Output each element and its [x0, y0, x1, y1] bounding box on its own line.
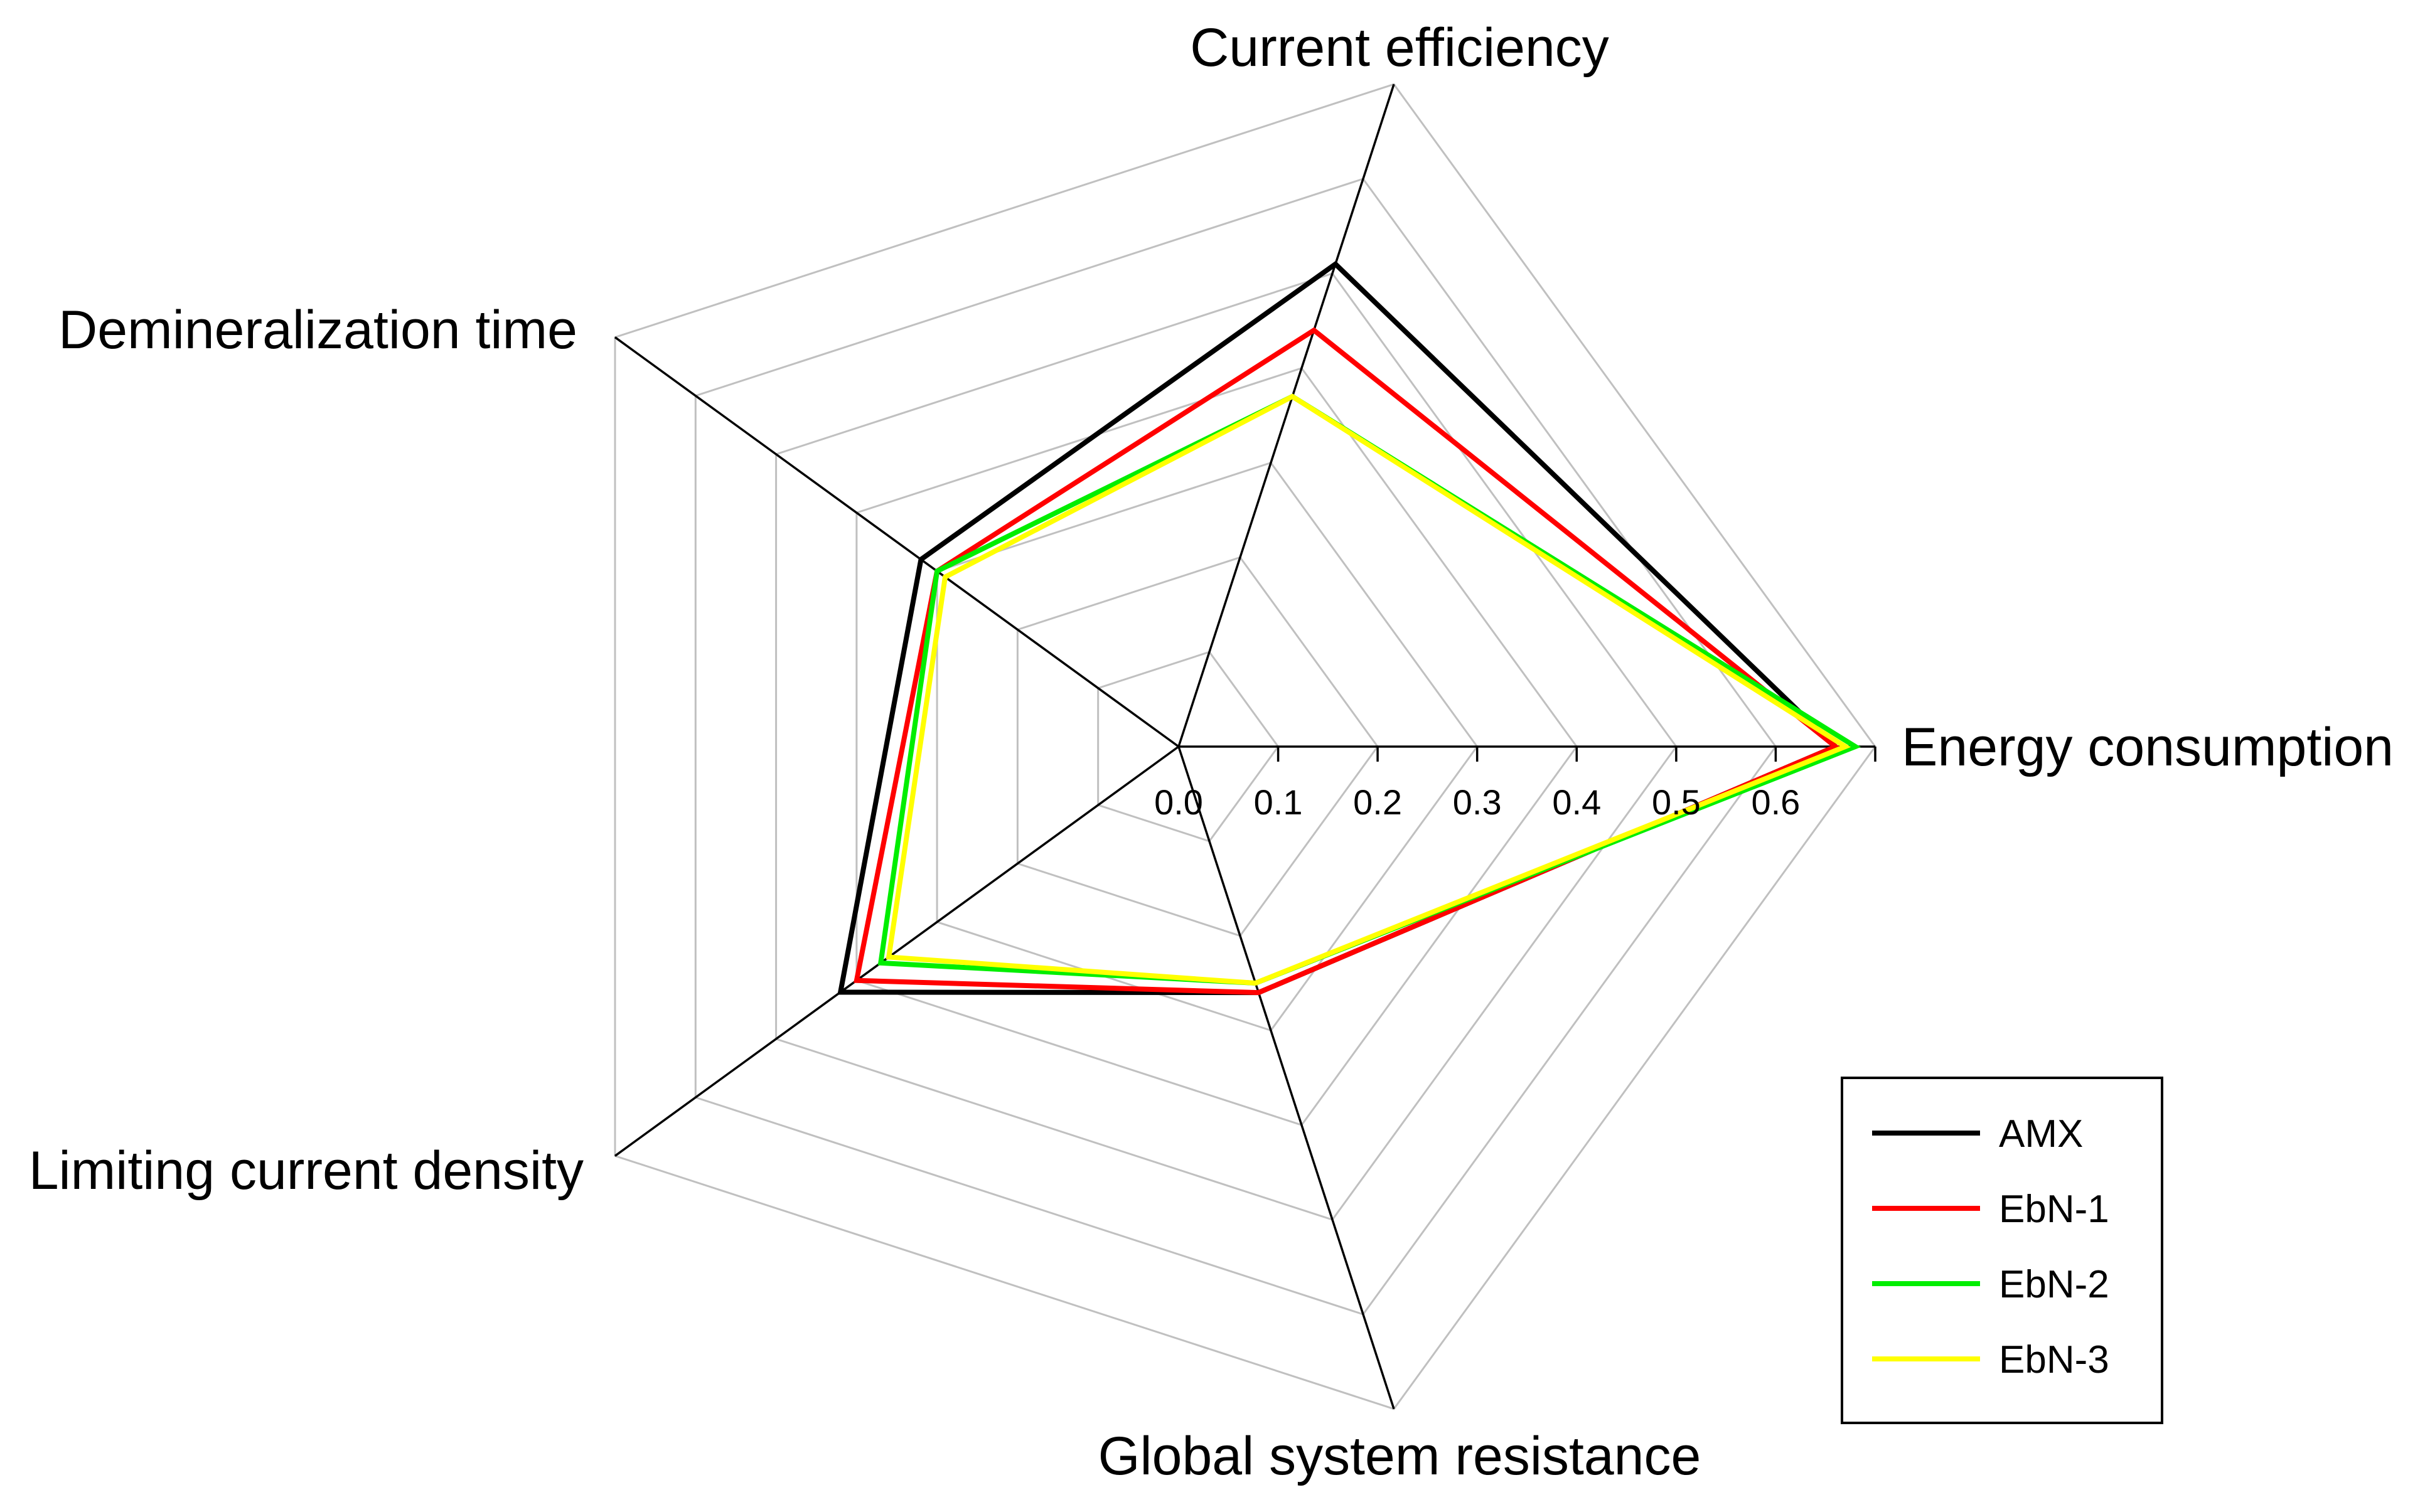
legend: AMX EbN-1 EbN-2 EbN-3 — [1841, 1077, 2163, 1424]
legend-label-ebn-3: EbN-3 — [1999, 1338, 2109, 1382]
series-ebn-3-line — [886, 393, 1851, 986]
tick-label-3: 0.3 — [1453, 782, 1502, 822]
tick-label-4: 0.4 — [1552, 782, 1601, 822]
grid-ring-1 — [1097, 651, 1280, 843]
legend-label-amx: AMX — [1999, 1112, 2083, 1156]
grid-ring-2 — [1016, 556, 1379, 937]
tick-label-2: 0.2 — [1353, 782, 1402, 822]
axis-label-4: Limiting current density — [29, 1141, 584, 1201]
axis-spoke-4 — [614, 336, 1180, 748]
axis-spoke-3 — [614, 745, 1180, 1157]
axis-spoke-5 — [1177, 83, 1395, 747]
axis-label-2: Current efficiency — [1190, 18, 1609, 78]
legend-label-ebn-2: EbN-2 — [1999, 1263, 2109, 1306]
axis-label-5: Global system resistance — [1098, 1426, 1701, 1486]
tick-label-0: 0.0 — [1154, 782, 1203, 822]
grid-ring-7 — [614, 83, 1876, 1410]
axis-spoke-2 — [1177, 746, 1395, 1410]
axis-label-1: Energy consumption — [1902, 717, 2394, 777]
series-layer — [837, 260, 1861, 996]
grid-ring-6 — [694, 178, 1777, 1316]
tick-label-6: 0.6 — [1751, 782, 1800, 822]
grid-ring-5 — [775, 272, 1678, 1221]
axes-layer — [614, 83, 1876, 1410]
series-ebn-1-line — [854, 327, 1841, 996]
legend-label-ebn-1: EbN-1 — [1999, 1188, 2109, 1231]
ticks-layer: 0.0 0.1 0.2 0.3 0.4 0.5 0.6 — [1154, 782, 1800, 822]
tick-label-1: 0.1 — [1254, 782, 1303, 822]
axis-label-3: Demineralization time — [58, 300, 577, 360]
tick-label-5: 0.5 — [1652, 782, 1701, 822]
grid-ring-3 — [936, 461, 1479, 1032]
grid-layer — [614, 83, 1876, 1410]
axis-labels-layer: Energy consumption Current efficiency Demi… — [29, 18, 2394, 1486]
